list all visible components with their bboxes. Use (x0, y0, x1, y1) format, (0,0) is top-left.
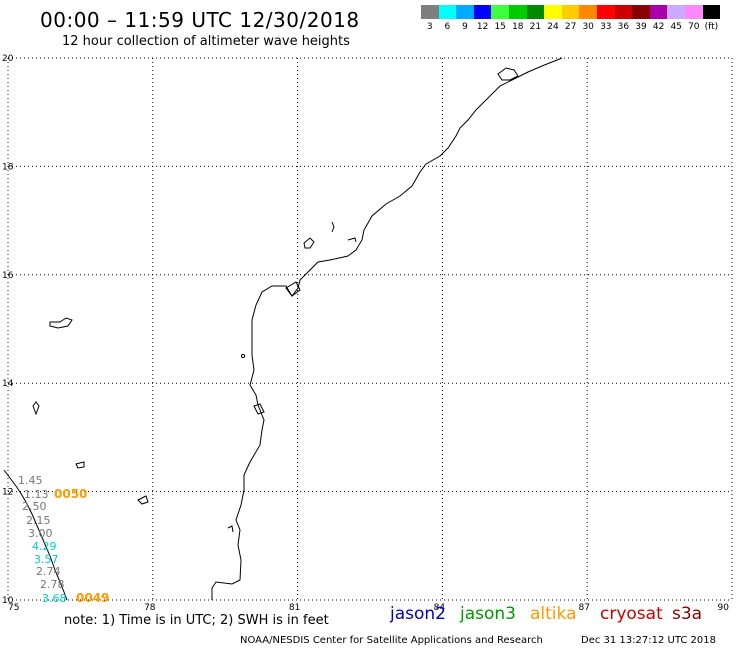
wave-height-readings: 1.451.132.502.153.004.293.572.742.783.68… (18, 474, 109, 605)
island (49, 317, 73, 329)
wave-height-scale-labels: 3 6 9 12 15 18 21 24 27 30 33 36 39 42 45 70 (ft) (421, 22, 740, 34)
scale-label: 15 (494, 22, 506, 32)
wave-height-label: 3.00 (28, 527, 53, 540)
scale-swatch (456, 5, 474, 19)
island (137, 495, 149, 505)
wave-height-label: 1.13 (24, 488, 49, 501)
scale-label: 39 (635, 22, 647, 32)
wave-height-label: 2.15 (26, 514, 51, 527)
scale-swatch (526, 5, 545, 19)
scale-swatch (438, 5, 457, 19)
scale-label: 36 (617, 22, 630, 32)
scale-label: 42 (652, 22, 665, 32)
scale-label: 70 (688, 22, 700, 32)
scale-label: (ft) (704, 22, 719, 32)
scale-swatch (544, 5, 562, 19)
wave-height-color-scale (421, 5, 721, 19)
island (75, 461, 85, 469)
map-title: 00:00 – 11:59 UTC 12/30/2018 (40, 8, 360, 32)
island (347, 237, 357, 243)
legend-jason3: jason3 (460, 604, 516, 624)
lon-tick-label: 90 (718, 603, 730, 613)
lat-tick-label: 20 (2, 54, 14, 64)
island (303, 237, 315, 249)
wave-height-label: 4.29 (32, 540, 57, 553)
axis-ticks: 75 78 81 84 87 90 10 12 14 16 18 20 (2, 54, 729, 613)
scale-label: 3 (426, 22, 433, 32)
pass-time-label: 0049 (76, 591, 109, 605)
map-grid (7, 57, 733, 601)
scale-label: 30 (582, 22, 594, 32)
coastline (211, 57, 563, 600)
scale-label: 27 (564, 22, 577, 32)
scale-swatch (596, 5, 615, 19)
legend-altika: altika (530, 604, 577, 624)
scale-swatch (508, 5, 527, 19)
lon-tick-label: 87 (578, 603, 589, 613)
legend-cryosat: cryosat (600, 604, 663, 624)
island (331, 221, 335, 233)
scale-swatch (649, 5, 668, 19)
scale-swatch (667, 5, 685, 19)
lat-tick-label: 10 (2, 596, 14, 606)
scale-swatch (473, 5, 492, 19)
wave-height-label: 2.78 (40, 578, 65, 591)
scale-swatch (491, 5, 509, 19)
island (497, 67, 519, 81)
scale-swatch (632, 5, 650, 19)
lon-tick-label: 84 (434, 603, 446, 613)
wave-height-label: 3.68 (42, 592, 67, 605)
island (32, 401, 40, 416)
wave-height-label: 3.57 (34, 553, 59, 566)
scale-swatch (579, 5, 597, 19)
scale-swatch (702, 5, 721, 19)
island (253, 403, 265, 415)
scale-label: 21 (529, 22, 542, 32)
credit-text: NOAA/NESDIS Center for Satellite Applica… (240, 635, 543, 646)
scale-swatch (684, 5, 703, 19)
note-text: note: 1) Time is in UTC; 2) SWH is in fe… (64, 613, 329, 628)
scale-swatch (561, 5, 580, 19)
scale-swatch (421, 5, 439, 19)
scale-swatch (614, 5, 633, 19)
wave-height-label: 2.50 (22, 500, 47, 513)
pass-time-label: 0050 (54, 487, 87, 501)
legend-jason2: jason2 (390, 604, 446, 624)
scale-label: 6 (444, 22, 451, 32)
legend-s3a: s3a (672, 604, 703, 624)
wave-height-label: 2.74 (36, 565, 61, 578)
island (285, 281, 301, 297)
scale-label: 33 (600, 22, 612, 32)
scale-label: 24 (547, 22, 559, 32)
scale-label: 9 (462, 22, 468, 32)
timestamp: Dec 31 13:27:12 UTC 2018 (581, 635, 716, 646)
coastline (3, 469, 68, 601)
island (227, 525, 234, 533)
island (240, 353, 246, 359)
lat-tick-label: 12 (2, 488, 13, 498)
lon-tick-label: 75 (8, 603, 19, 613)
wave-height-label: 1.45 (18, 474, 43, 487)
lat-tick-label: 16 (2, 271, 14, 281)
lat-tick-label: 14 (2, 379, 14, 389)
scale-label: 18 (512, 22, 524, 32)
map-subtitle: 12 hour collection of altimeter wave hei… (62, 34, 350, 49)
lon-tick-label: 78 (144, 603, 156, 613)
lon-tick-label: 81 (289, 603, 300, 613)
scale-label: 45 (670, 22, 682, 32)
lat-tick-label: 18 (2, 162, 14, 172)
scale-label: 12 (476, 22, 489, 32)
